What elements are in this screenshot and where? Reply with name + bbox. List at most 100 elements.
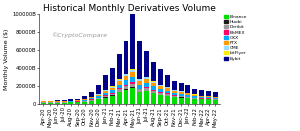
Bar [165, 87, 170, 89]
Bar [199, 98, 204, 99]
Title: Historical Monthly Derivatives Volume: Historical Monthly Derivatives Volume [43, 4, 216, 13]
Bar [178, 92, 184, 94]
Bar [75, 99, 80, 100]
Bar [103, 96, 108, 97]
Bar [41, 101, 46, 102]
Bar [192, 99, 197, 104]
Bar [172, 97, 177, 104]
Bar [158, 69, 163, 85]
Bar [110, 94, 115, 95]
Bar [41, 103, 46, 104]
Bar [185, 97, 190, 98]
Bar [124, 41, 128, 74]
Bar [117, 80, 122, 81]
Bar [199, 90, 204, 95]
Bar [137, 79, 142, 81]
Bar [172, 95, 177, 96]
Bar [165, 89, 170, 91]
Bar [165, 93, 170, 94]
Bar [124, 90, 128, 104]
Bar [144, 77, 149, 79]
Bar [82, 96, 87, 99]
Bar [144, 79, 149, 83]
Bar [96, 97, 101, 98]
Bar [185, 95, 190, 97]
Bar [103, 95, 108, 96]
Bar [89, 98, 94, 99]
Bar [117, 88, 122, 89]
Bar [117, 89, 122, 92]
Bar [110, 93, 115, 94]
Bar [172, 81, 177, 90]
Bar [82, 101, 87, 102]
Bar [192, 89, 197, 94]
Bar [199, 96, 204, 97]
Bar [48, 102, 53, 103]
Legend: Binance, Huobi, Deribit, BitMEX, OKX, FTX, CME, bitFlyer, Bybit: Binance, Huobi, Deribit, BitMEX, OKX, FT… [224, 14, 247, 61]
Bar [89, 100, 94, 101]
Bar [144, 88, 149, 91]
Bar [55, 100, 60, 101]
Bar [206, 98, 211, 99]
Bar [96, 99, 101, 104]
Bar [96, 98, 101, 99]
Bar [185, 85, 190, 93]
Bar [89, 97, 94, 98]
Bar [68, 101, 74, 102]
Bar [172, 96, 177, 97]
Bar [137, 41, 142, 79]
Bar [61, 100, 67, 101]
Bar [55, 101, 60, 102]
Bar [165, 75, 170, 87]
Bar [103, 91, 108, 93]
Bar [151, 81, 156, 82]
Bar [124, 74, 128, 76]
Bar [103, 98, 108, 104]
Bar [213, 99, 218, 100]
Bar [61, 102, 67, 103]
Bar [158, 89, 163, 92]
Bar [144, 83, 149, 87]
Bar [124, 85, 128, 86]
Bar [206, 97, 211, 98]
Bar [137, 81, 142, 84]
Bar [68, 99, 74, 101]
Bar [130, 84, 135, 87]
Bar [178, 98, 184, 104]
Bar [89, 92, 94, 97]
Bar [158, 95, 163, 104]
Bar [151, 93, 156, 104]
Bar [178, 83, 184, 91]
Bar [117, 54, 122, 80]
Bar [96, 95, 101, 96]
Bar [89, 101, 94, 104]
Bar [192, 98, 197, 99]
Bar [158, 86, 163, 89]
Bar [117, 85, 122, 88]
Bar [117, 81, 122, 85]
Bar [82, 102, 87, 104]
Bar [130, 69, 135, 70]
Bar [137, 84, 142, 89]
Bar [151, 62, 156, 81]
Bar [41, 102, 46, 103]
Bar [172, 91, 177, 93]
Bar [82, 99, 87, 100]
Bar [130, 72, 135, 77]
Bar [165, 96, 170, 104]
Bar [151, 91, 156, 93]
Bar [213, 97, 218, 98]
Bar [117, 92, 122, 104]
Bar [192, 96, 197, 98]
Bar [130, 87, 135, 88]
Bar [137, 89, 142, 92]
Bar [206, 99, 211, 104]
Bar [130, 13, 135, 69]
Bar [103, 93, 108, 95]
Bar [192, 95, 197, 96]
Bar [178, 91, 184, 92]
Bar [151, 83, 156, 86]
Bar [89, 99, 94, 100]
Bar [185, 94, 190, 95]
Bar [199, 97, 204, 98]
